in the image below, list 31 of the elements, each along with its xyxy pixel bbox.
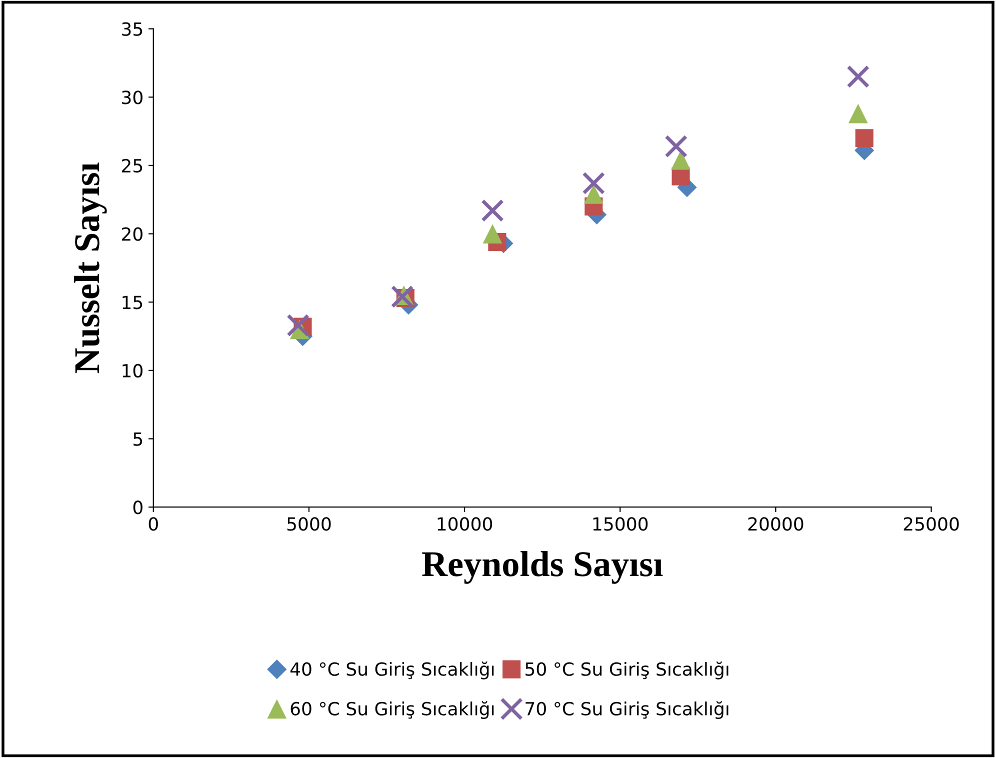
point [846, 65, 870, 88]
y-tick-label: 5 [134, 432, 142, 446]
legend-label: 70 °C Su Giriş Sıcaklığı [526, 701, 728, 720]
y-tick-label: 15 [122, 296, 142, 310]
x-tick-label: 10000 [438, 517, 492, 531]
y-tick-label: 35 [122, 22, 142, 36]
point [482, 224, 502, 244]
y-tick-label: 25 [122, 158, 142, 173]
x-axis-title: Reynolds Sayısı [422, 550, 663, 584]
y-tick-label: 0 [133, 500, 142, 514]
x-tick-label: 20000 [748, 517, 804, 531]
point [582, 172, 606, 195]
point [671, 150, 691, 170]
x-tick-label: 25000 [904, 517, 959, 531]
point [481, 199, 504, 222]
point [584, 184, 604, 204]
y-axis-title: Nusselt Sayısı [74, 162, 107, 374]
legend-label: 60 °C Su Giriş Sıcaklığı [290, 701, 494, 720]
x-tick-label: 5000 [287, 517, 331, 531]
y-tick-label: 30 [122, 90, 142, 104]
y-tick-label: 20 [122, 227, 142, 241]
point [286, 314, 310, 337]
x-tick-label: 15000 [593, 517, 648, 531]
legend-label: 40 °C Su Giriş Sıcaklığı [290, 661, 494, 680]
y-tick-label: 10 [122, 364, 142, 378]
point [855, 129, 874, 148]
point [848, 104, 868, 124]
point [664, 134, 688, 158]
x-tick-label: 0 [148, 517, 158, 531]
point [390, 285, 414, 308]
legend-label: 50 °C Su Giriş Sıcaklığı [526, 661, 728, 680]
